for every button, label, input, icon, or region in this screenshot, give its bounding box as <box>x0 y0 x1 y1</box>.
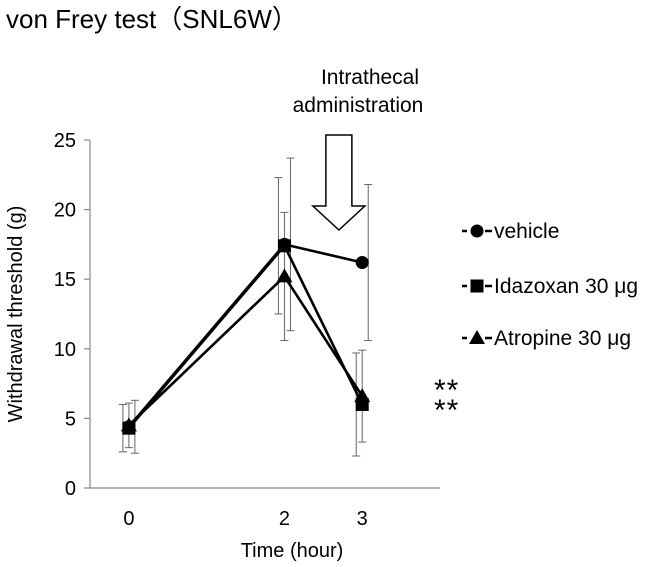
x-tick-label: 0 <box>123 508 134 530</box>
series-lines <box>127 242 364 429</box>
annotation-line-2: administration <box>293 94 424 117</box>
x-tick-label: 2 <box>279 508 290 530</box>
legend-label-circle: vehicle <box>494 220 559 243</box>
significance-stars: ** <box>434 394 459 427</box>
y-ticks: 0 5 10 15 20 25 <box>54 130 90 500</box>
x-tick-label: 3 <box>357 508 368 530</box>
legend-label-square: Idazoxan 30 μg <box>494 275 638 298</box>
annotation-line-1: Intrathecal <box>321 66 419 89</box>
series-line-triangle <box>127 274 364 427</box>
significance-stars: ** <box>434 374 459 407</box>
legend-marker-triangle <box>469 330 485 344</box>
y-tick-label: 25 <box>54 130 76 152</box>
y-tick-label: 5 <box>65 408 76 430</box>
chart-title: von Frey test（SNL6W） <box>6 4 298 34</box>
legend-marker-square <box>470 279 484 293</box>
significance-marks: **** <box>434 374 459 427</box>
y-tick-label: 0 <box>65 478 76 500</box>
point-triangle <box>120 417 137 432</box>
legend: vehicle Idazoxan 30 μg Atropine 30 μg <box>462 220 638 350</box>
legend-label-triangle: Atropine 30 μg <box>494 327 631 350</box>
x-ticks: 0 2 3 <box>123 508 367 530</box>
legend-marker-circle <box>470 224 484 238</box>
point-triangle <box>354 388 371 403</box>
series-line-square <box>127 243 364 429</box>
y-axis-label: Withdrawal threshold (g) <box>5 206 27 423</box>
intrathecal-arrow <box>310 134 367 232</box>
point-square <box>277 239 291 253</box>
y-tick-label: 20 <box>54 200 76 222</box>
point-circle <box>355 255 369 269</box>
axes <box>89 140 440 489</box>
x-axis-label: Time (hour) <box>241 540 344 562</box>
series-markers <box>120 237 371 435</box>
y-tick-label: 15 <box>54 269 76 291</box>
point-triangle <box>276 268 293 283</box>
y-tick-label: 10 <box>54 339 76 361</box>
down-arrow-shape <box>310 134 367 232</box>
